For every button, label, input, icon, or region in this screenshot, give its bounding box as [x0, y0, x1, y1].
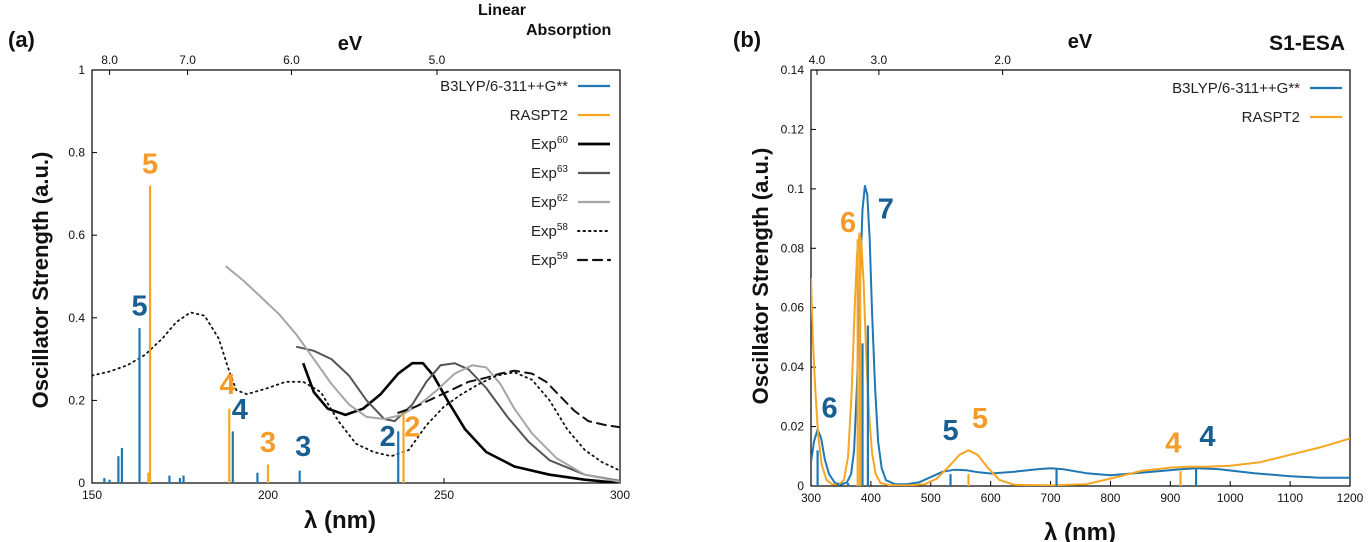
state-label-blue: 3: [295, 431, 311, 463]
panel-a-label: (a): [8, 27, 35, 52]
y-tick-label: 0.2: [68, 393, 85, 407]
y-tick-label: 0: [78, 476, 85, 490]
y-tick-label: 0.14: [781, 63, 805, 77]
curve-dotted: [92, 311, 620, 472]
y-tick-label: 0.02: [781, 420, 805, 434]
curve-dashed: [397, 369, 620, 429]
x-tick-label: 800: [1100, 491, 1120, 505]
y-tick-label: 0.6: [68, 228, 85, 242]
legend-label: B3LYP/6-311++G**: [1172, 80, 1300, 97]
panel-b-x-axis-label: λ (nm): [1044, 519, 1116, 542]
y-tick-label: 0.4: [68, 311, 85, 325]
y-tick-label: 0: [797, 479, 804, 493]
y-tick-label: 0.12: [781, 122, 805, 136]
x-tick-label: 900: [1160, 491, 1180, 505]
legend-label: Exp63: [531, 164, 568, 182]
legend-label: RASPT2: [510, 107, 568, 124]
y-tick-label: 0.06: [781, 301, 805, 315]
panel-a-frame: [91, 69, 621, 484]
state-label-orange: 5: [142, 148, 158, 180]
x-tick-label: 200: [258, 488, 278, 502]
legend-label: Exp58: [531, 222, 568, 240]
top-tick-label: 8.0: [101, 53, 118, 67]
panel-a-corner-title-line1: Linear: [478, 2, 526, 19]
state-label-orange: 2: [404, 412, 420, 444]
x-tick-label: 600: [981, 491, 1001, 505]
panel-b-y-axis-label: Oscillator Strength (a.u.): [748, 148, 773, 405]
panel-a-corner-title-line2: Absorption: [526, 22, 611, 39]
state-label-orange: 3: [260, 427, 276, 459]
state-label-blue: 4: [232, 394, 248, 426]
panel-b: (b) S1-ESA eV λ (nm) Oscillator Strength…: [733, 27, 1364, 542]
x-tick-label: 300: [801, 491, 821, 505]
curve-blue: [811, 184, 1350, 486]
x-tick-label: 400: [861, 491, 881, 505]
state-label-blue: 5: [942, 415, 958, 447]
y-tick-label: 0.8: [68, 146, 85, 160]
y-tick-label: 1: [78, 63, 85, 77]
state-label-blue: 6: [821, 393, 837, 425]
panel-a-top-axis-label: eV: [338, 33, 363, 55]
legend-label: B3LYP/6-311++G**: [440, 78, 568, 95]
top-tick-label: 4.0: [809, 53, 826, 67]
state-label-orange: 6: [840, 207, 856, 239]
x-tick-label: 1000: [1217, 491, 1244, 505]
legend-label: Exp62: [531, 193, 568, 211]
top-tick-label: 5.0: [429, 53, 446, 67]
panel-b-top-axis-label: eV: [1068, 31, 1093, 53]
x-tick-label: 250: [434, 488, 454, 502]
y-tick-label: 0.1: [787, 182, 804, 196]
curve-lightgray: [225, 265, 620, 483]
panel-a-x-axis-label: λ (nm): [304, 507, 376, 534]
state-label-orange: 5: [972, 403, 988, 435]
panel-a-y-axis-label: Oscillator Strength (a.u.): [28, 152, 53, 409]
top-tick-label: 2.0: [994, 53, 1011, 67]
panel-b-label: (b): [733, 27, 761, 52]
state-label-blue: 4: [1199, 421, 1215, 453]
panel-b-corner-title: S1-ESA: [1269, 32, 1345, 55]
top-tick-label: 7.0: [179, 53, 196, 67]
state-label-orange: 4: [1165, 428, 1181, 460]
panel-a: (a) Linear Absorption eV λ (nm) Oscillat…: [8, 2, 630, 534]
y-tick-label: 0.04: [781, 360, 805, 374]
curve-orange: [811, 232, 1350, 486]
curve-darkgray: [295, 345, 620, 482]
state-label-orange: 4: [219, 369, 235, 401]
x-tick-label: 1200: [1337, 491, 1364, 505]
x-tick-label: 500: [921, 491, 941, 505]
legend-label: RASPT2: [1242, 109, 1300, 126]
top-tick-label: 6.0: [283, 53, 300, 67]
state-label-blue: 7: [878, 194, 894, 226]
state-label-blue: 5: [131, 291, 147, 323]
panel-a-plot-area: [92, 185, 620, 483]
curve-black: [301, 361, 620, 483]
panel-b-plot-area: [811, 184, 1350, 486]
y-tick-label: 0.08: [781, 241, 805, 255]
x-tick-label: 1100: [1277, 491, 1303, 505]
legend-label: Exp59: [531, 251, 568, 269]
x-tick-label: 150: [82, 488, 102, 502]
panel-b-frame: [810, 69, 1351, 487]
legend-label: Exp60: [531, 135, 568, 153]
top-tick-label: 3.0: [871, 53, 888, 67]
x-tick-label: 700: [1041, 491, 1061, 505]
x-tick-label: 300: [610, 488, 630, 502]
state-label-blue: 2: [380, 421, 396, 453]
